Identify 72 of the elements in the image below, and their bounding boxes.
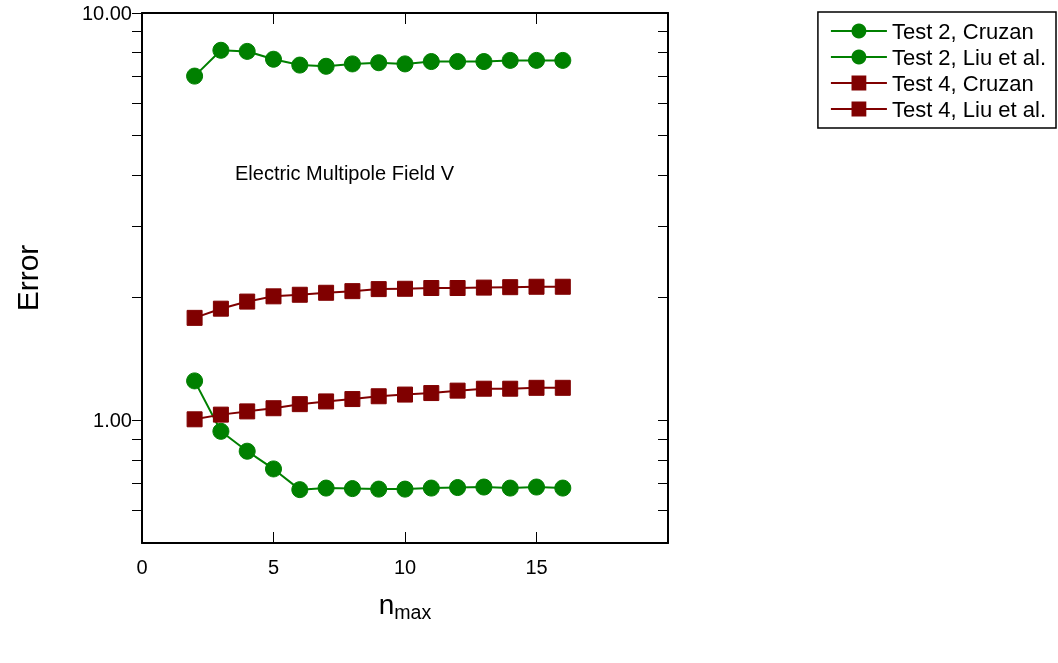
x-tick-label: 5 (267, 556, 280, 578)
point (291, 396, 308, 413)
point (554, 51, 572, 69)
point (291, 286, 308, 303)
point (370, 388, 387, 405)
point (318, 393, 335, 410)
point (186, 411, 203, 428)
point (475, 478, 493, 496)
point (370, 54, 388, 72)
point (397, 280, 413, 297)
point (528, 379, 545, 396)
point (502, 279, 519, 296)
point (212, 300, 229, 317)
point (449, 53, 467, 71)
point (422, 479, 440, 497)
point (238, 442, 256, 460)
y-tick-label: 10.00 (81, 2, 132, 24)
point (265, 50, 282, 68)
point (265, 400, 282, 417)
point (528, 478, 545, 496)
point (475, 380, 492, 397)
x-tick-label: 15 (525, 556, 548, 578)
point (502, 380, 519, 397)
point (212, 406, 229, 423)
y-axis-title: Error (10, 244, 44, 312)
x-tick-label: 0 (136, 556, 148, 578)
point (212, 41, 230, 59)
point (396, 55, 414, 73)
point (423, 280, 440, 297)
x-tick-label: 10 (393, 556, 417, 578)
point (528, 51, 545, 69)
y-tick-label: 1.00 (93, 409, 132, 432)
point (528, 278, 545, 295)
point (370, 281, 387, 298)
legend-label: Test 4, Cruzan (891, 70, 1034, 96)
point (317, 57, 335, 75)
legend-label: Test 2, Liu et al. (891, 44, 1047, 70)
point (318, 284, 335, 301)
point (554, 479, 572, 497)
point (449, 479, 467, 497)
point (212, 422, 230, 440)
point (239, 403, 256, 420)
point (291, 56, 309, 74)
point (396, 480, 414, 498)
point (265, 460, 282, 478)
point (344, 391, 361, 408)
point (475, 279, 492, 296)
point (291, 481, 309, 499)
annotation: Electric Multipole Field V (235, 162, 455, 184)
point (344, 283, 361, 300)
point (317, 479, 335, 497)
point (475, 53, 493, 71)
point (343, 480, 361, 498)
point (186, 67, 204, 85)
point (397, 386, 413, 403)
point (370, 480, 388, 498)
point (238, 42, 256, 60)
point (422, 53, 440, 71)
point (449, 382, 466, 399)
point (554, 278, 571, 295)
point (423, 385, 440, 402)
point (239, 293, 256, 310)
point (501, 51, 519, 69)
point (449, 280, 466, 297)
legend-label: Test 4, Liu et al. (891, 96, 1047, 122)
point (501, 479, 519, 497)
legend-label: Test 2, Cruzan (891, 18, 1034, 44)
point (343, 55, 361, 73)
point (265, 288, 282, 305)
point (186, 372, 204, 390)
point (554, 379, 571, 396)
point (186, 309, 203, 326)
